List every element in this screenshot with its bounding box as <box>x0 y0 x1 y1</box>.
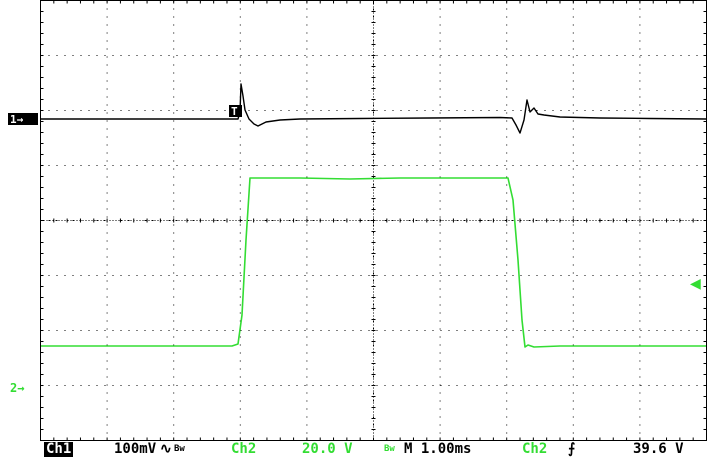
trigger-position-label: T <box>231 105 238 118</box>
trigger-level-arrow-icon[interactable]: ◀ <box>690 276 701 292</box>
graticule-border <box>40 0 707 441</box>
ch1-bandwidth-icon: Bw <box>174 444 185 454</box>
ch1-badge[interactable]: Ch1 <box>44 441 74 457</box>
trigger-position-marker[interactable]: T <box>229 105 242 118</box>
ch2-bandwidth-icon: Bw <box>384 444 395 454</box>
ch2-label[interactable]: Ch2 <box>231 441 257 457</box>
status-bar: Ch1 100mV ∿ Bw Ch2 20.0 V Bw M 1.00ms Ch… <box>0 442 715 457</box>
trigger-source: Ch2 <box>522 441 548 457</box>
ch1-scale: 100mV <box>114 441 157 457</box>
ch2-scale: 20.0 V <box>302 441 353 457</box>
timebase-readout: M 1.00ms <box>404 441 472 457</box>
ch1-level-marker[interactable]: 1→ <box>8 113 38 126</box>
ch1-level-label: 1→ <box>10 113 24 126</box>
ch1-coupling-icon: ∿ <box>160 441 172 457</box>
ch2-level-marker[interactable]: 2→ <box>10 381 24 395</box>
trigger-level-readout: 39.6 V <box>633 441 684 457</box>
trigger-slope-icon: ⨍ <box>568 441 576 457</box>
ch2-waveform <box>41 177 706 348</box>
ch1-waveform <box>41 83 707 134</box>
